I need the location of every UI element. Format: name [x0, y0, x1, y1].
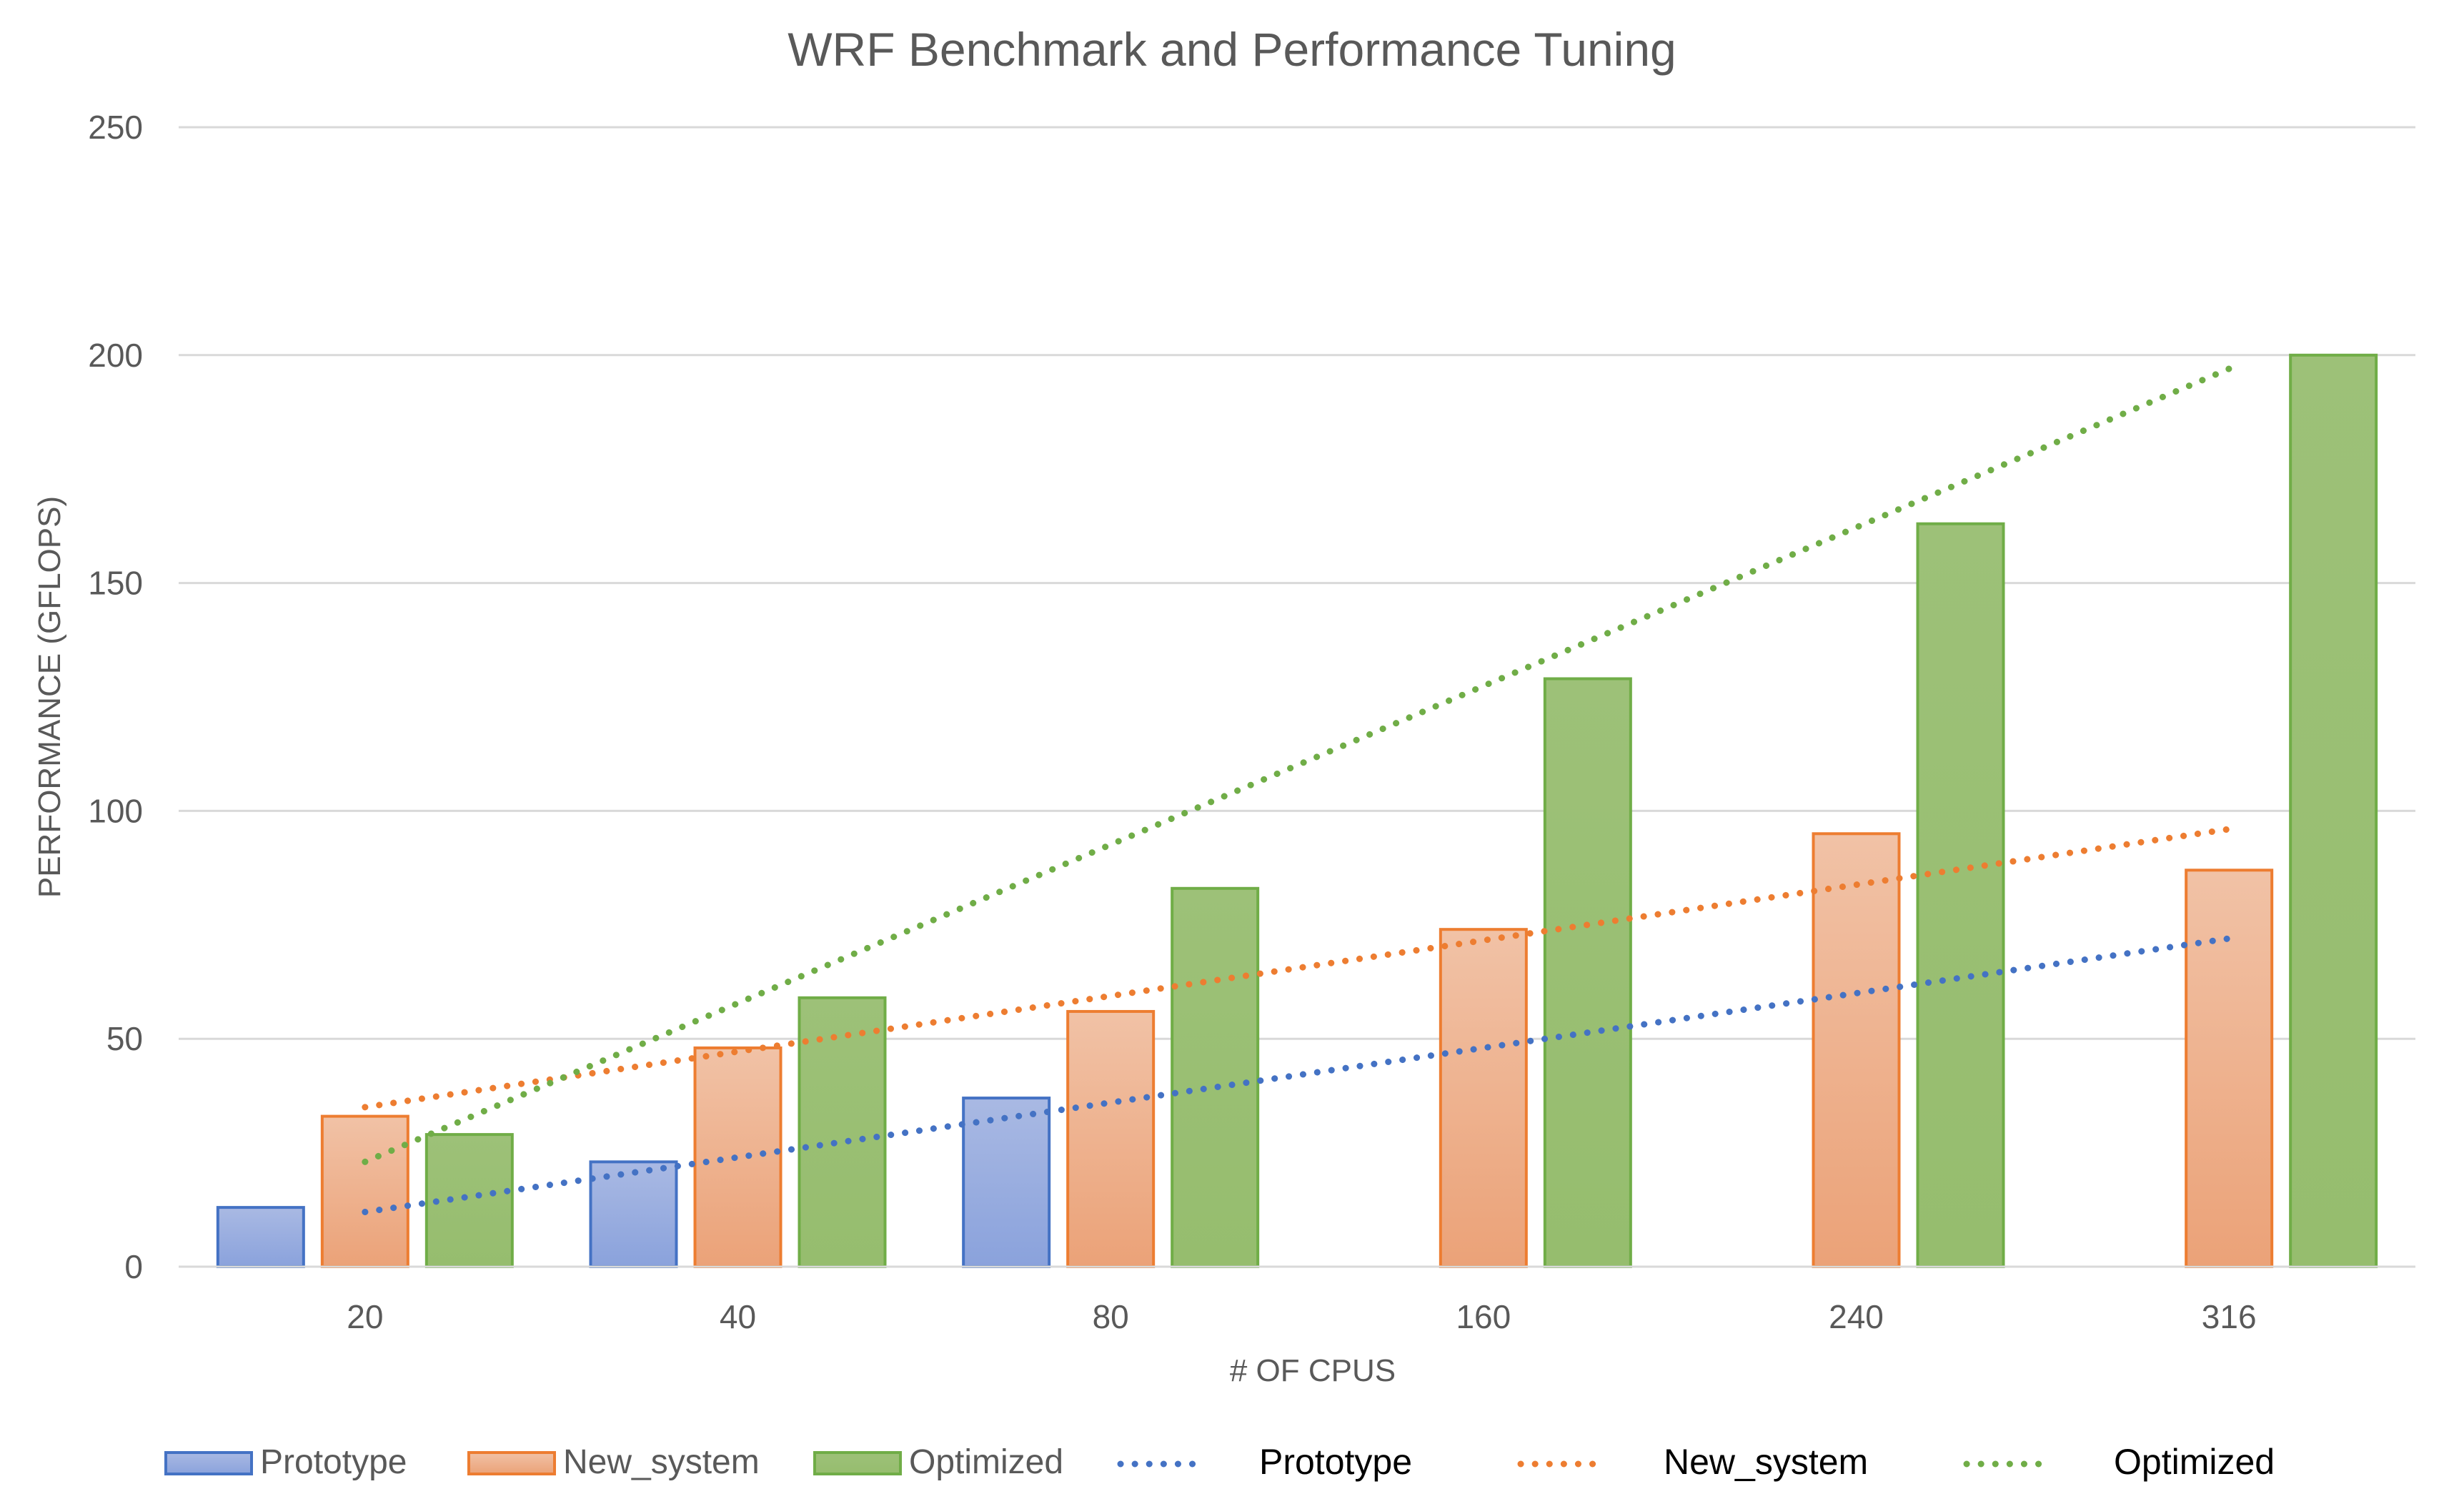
y-tick-label: 250	[88, 109, 143, 146]
legend-label-new-system: New_system	[563, 1443, 760, 1481]
legend: Prototype New_system Optimized Prototype New…	[164, 1442, 2275, 1482]
legend-label-prototype: Prototype	[260, 1443, 407, 1481]
bar-new-system-20	[320, 1114, 409, 1269]
legend-swatch-prototype	[164, 1451, 253, 1475]
y-tick-label: 0	[124, 1248, 143, 1285]
bar-new-system-316	[2185, 869, 2274, 1268]
bar-optimized-240	[1916, 522, 2005, 1268]
legend-swatch-optimized	[813, 1451, 902, 1475]
y-tick-label: 100	[88, 792, 143, 829]
bar-new-system-240	[1812, 832, 1901, 1268]
x-axis-label: # OF CPUS	[1230, 1353, 1396, 1388]
y-axis-label: PERFORMANCE (GFLOPS)	[32, 496, 67, 898]
y-tick-label: 50	[106, 1020, 143, 1057]
chart-title: WRF Benchmark and Performance Tuning	[788, 23, 1676, 76]
bar-prototype-40	[589, 1160, 678, 1269]
bar-new-system-80	[1066, 1009, 1156, 1268]
bar-optimized-20	[424, 1133, 514, 1268]
legend-label-optimized: Optimized	[909, 1443, 1063, 1481]
x-tick-label: 160	[1456, 1298, 1511, 1335]
bar-optimized-40	[798, 996, 887, 1269]
trendline-new-system	[362, 826, 2232, 1111]
bar-prototype-20	[216, 1206, 305, 1269]
legend-label-trend-new-system: New_system	[1664, 1442, 1868, 1482]
x-tick-label: 240	[1829, 1298, 1884, 1335]
bar-optimized-80	[1171, 886, 1260, 1268]
bar-new-system-40	[693, 1046, 783, 1269]
x-tick-label: 20	[347, 1298, 383, 1335]
trendlines	[362, 365, 2232, 1215]
legend-swatch-new-system	[467, 1451, 556, 1475]
x-tick-label: 80	[1093, 1298, 1129, 1335]
bar-prototype-80	[962, 1097, 1051, 1269]
bars	[216, 353, 2378, 1269]
bar-optimized-160	[1543, 677, 1632, 1268]
trendline-prototype	[362, 935, 2232, 1215]
x-axis-ticks: 20 40 80 160 240 316	[347, 1298, 2256, 1335]
x-tick-label: 316	[2202, 1298, 2257, 1335]
y-tick-label: 150	[88, 565, 143, 602]
bar-optimized-316	[2289, 353, 2378, 1268]
gridlines	[179, 126, 2415, 1040]
y-tick-label: 200	[88, 337, 143, 374]
y-axis-ticks: 0 50 100 150 200 250	[88, 109, 143, 1285]
x-tick-label: 40	[720, 1298, 756, 1335]
bar-new-system-160	[1439, 928, 1528, 1269]
legend-label-trend-optimized: Optimized	[2114, 1442, 2275, 1482]
legend-label-trend-prototype: Prototype	[1259, 1442, 1412, 1482]
